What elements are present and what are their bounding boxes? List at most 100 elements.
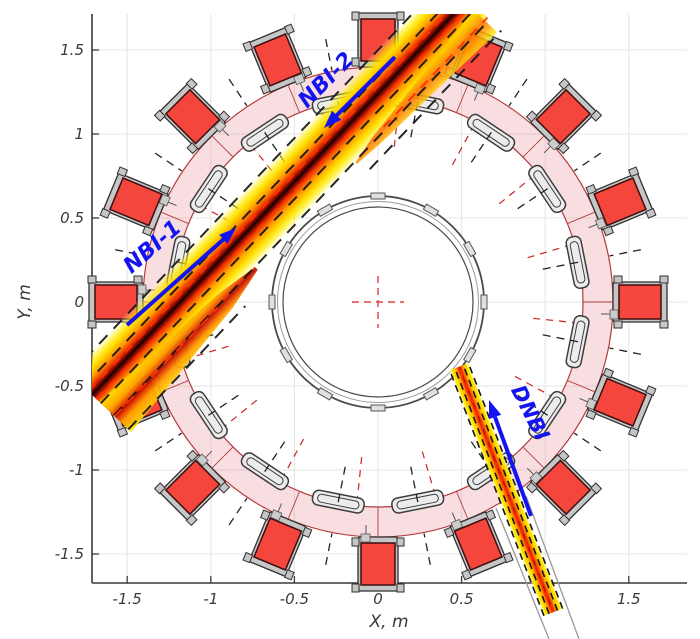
nbi2-arrowhead-icon: [324, 110, 342, 128]
tf-coil-tab: [218, 110, 231, 123]
tf-coil-winding: [593, 177, 647, 227]
sightline-dash-outer: [573, 152, 602, 172]
sector-dash-group: [495, 174, 536, 207]
tf-coil-tab: [585, 183, 597, 195]
tf-coil-tab: [242, 551, 254, 564]
tf-coil-tab: [557, 142, 570, 155]
tf-coil-tab: [186, 449, 199, 462]
tf-coil-tab: [585, 409, 597, 421]
tf-coil-tab: [301, 526, 313, 539]
tf-coil-winding: [453, 517, 503, 571]
y-axis-label: Y, m: [15, 284, 35, 320]
tf-coil: [522, 77, 603, 158]
tf-coil-tab: [525, 481, 538, 494]
column-flange: [316, 203, 334, 217]
column-flange: [480, 294, 488, 310]
central-column-inner: [282, 206, 474, 398]
vessel-pin-line: [168, 201, 177, 207]
y-tick-label: -1.5: [55, 545, 84, 563]
y-tick-label: 1: [74, 125, 84, 143]
tf-coils: [87, 11, 669, 593]
x-axis-label: X, m: [368, 612, 408, 632]
column-flange: [279, 346, 293, 364]
tf-coil-tab: [186, 142, 199, 155]
red-radial-dash: [420, 447, 436, 496]
tf-coil-tab: [116, 426, 129, 438]
sector-dash-group: [356, 453, 363, 503]
sector-dash-group: [220, 397, 261, 430]
tf-coil-tab: [396, 537, 405, 547]
tf-coil-winding: [164, 88, 221, 145]
red-radial-dash: [184, 344, 233, 360]
tf-coil-winding: [109, 177, 163, 227]
tf-coil-tab: [283, 23, 295, 35]
tf-coil-tab: [659, 320, 669, 329]
tf-coil-tab: [396, 11, 405, 21]
nbi2-arrow: [324, 55, 397, 128]
dnbi-beam: [448, 362, 564, 617]
red-radial-dash: [356, 453, 363, 503]
y-tick-label: -1: [69, 461, 84, 479]
sightline-dash-inner: [512, 188, 548, 213]
tf-coil-tab: [602, 225, 615, 237]
vessel-sector-line: [567, 211, 596, 224]
vessel-pin-line: [473, 92, 479, 101]
tf-coil-tab: [153, 109, 166, 122]
tf-coil-tab: [613, 320, 623, 329]
sightline-dash-inner: [337, 460, 348, 503]
tf-coil-tab: [502, 551, 514, 564]
vessel-pin-line: [299, 82, 305, 92]
sector-dash-group: [511, 374, 556, 399]
vessel-sector-line: [522, 135, 545, 158]
sightline-dash-inner: [408, 460, 419, 503]
flange-group: [268, 294, 276, 310]
sector-dash-group: [450, 124, 475, 169]
tf-coil-tab: [461, 569, 473, 581]
flange-group: [279, 240, 293, 258]
tf-coil: [99, 166, 189, 237]
tf-coil: [443, 491, 514, 581]
tf-coil-winding: [535, 459, 592, 516]
flange-group: [480, 294, 488, 310]
vessel-pin: [137, 284, 147, 295]
vessel-sector-line: [456, 84, 469, 113]
tf-coil-tab: [87, 275, 97, 284]
vessel-pin-line: [588, 223, 598, 229]
vessel-port: [228, 78, 290, 168]
vessel-sector-line: [160, 211, 189, 224]
red-radial-dash: [393, 101, 400, 151]
flange-group: [370, 192, 386, 200]
central-column-mid: [277, 201, 479, 403]
tf-coil-tab: [185, 514, 198, 527]
tf-coil-winding: [593, 377, 647, 427]
vessel-port: [228, 436, 290, 526]
tf-coil: [242, 491, 313, 581]
flange-group: [422, 387, 440, 401]
tf-coil-tab: [87, 320, 97, 329]
vessel-pin: [293, 73, 306, 86]
sector-dash-group: [393, 101, 400, 151]
vessel-pin-line: [222, 129, 230, 137]
sightline-dash-outer: [115, 249, 147, 257]
tf-coil-tab: [351, 11, 360, 21]
tf-coil: [351, 507, 405, 593]
tf-coil-tab: [185, 77, 198, 90]
dnbi-arrow: [489, 400, 533, 517]
vessel-port: [154, 390, 244, 452]
tf-coil-tab: [259, 509, 271, 521]
tf-coil-tab: [242, 40, 254, 53]
sightline-dash-outer: [325, 533, 333, 565]
x-tick-label: 0.5: [450, 590, 474, 608]
column-flange: [370, 192, 386, 200]
tf-coil-tab: [645, 207, 657, 219]
vessel-port: [512, 390, 602, 452]
tf-coil-winding: [164, 459, 221, 516]
x-tick-label: 0: [373, 590, 383, 608]
vessel-port: [466, 78, 528, 168]
tf-coil: [522, 446, 603, 527]
tf-coil-tab: [558, 77, 571, 90]
tf-coil-tab: [659, 275, 669, 284]
vessel-sector-line: [567, 380, 596, 393]
tf-coil-tab: [443, 526, 455, 539]
